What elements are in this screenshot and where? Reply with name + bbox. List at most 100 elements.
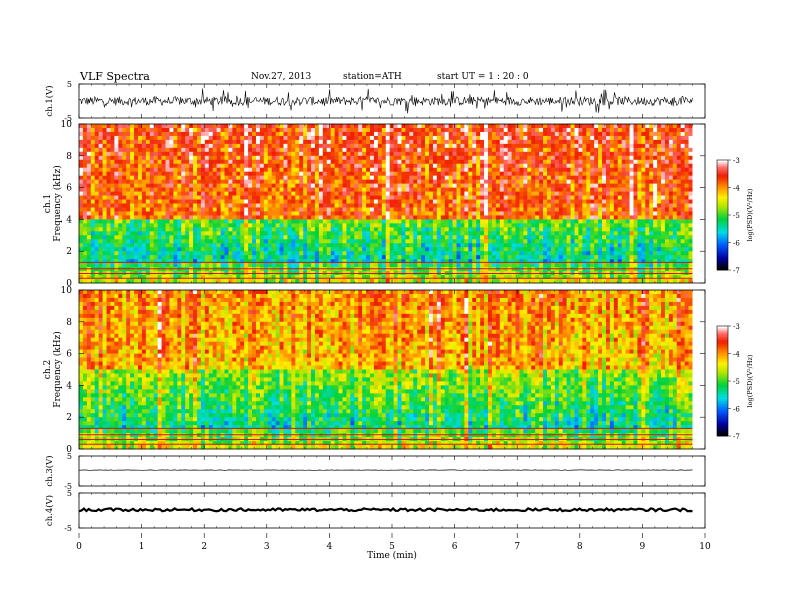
spectrogram-cell <box>204 167 210 172</box>
spectrogram-cell <box>680 207 685 212</box>
spectrogram-cell <box>334 151 339 157</box>
spectrogram-cell <box>228 235 233 240</box>
spectrogram-cell <box>452 155 457 161</box>
spectrogram-cell <box>196 247 202 252</box>
spectrogram-cell <box>259 211 265 216</box>
spectrogram-cell <box>672 171 678 176</box>
spectrogram-cell <box>425 211 430 216</box>
spectrogram-cell <box>487 199 493 204</box>
spectrogram-cell <box>661 187 666 192</box>
spectrogram-cell <box>204 187 210 192</box>
spectrogram-cell <box>94 247 99 252</box>
spectrogram-cell <box>291 183 296 188</box>
spectrogram-cell <box>118 243 123 248</box>
spectrogram-cell <box>318 127 324 133</box>
spectrogram-cell <box>661 243 666 248</box>
spectrogram-cell <box>287 151 292 157</box>
spectrogram-cell <box>523 235 528 240</box>
spectrogram-cell <box>570 124 575 129</box>
spectrogram-cell <box>511 195 516 200</box>
spectrogram-cell <box>118 183 123 188</box>
spectrogram-cell <box>472 199 477 204</box>
spectrogram-cell <box>617 203 622 208</box>
spectrogram-cell <box>586 243 591 248</box>
spectrogram-cell <box>370 143 375 149</box>
spectrogram-cell <box>487 139 493 145</box>
spectrogram-cell <box>145 135 151 141</box>
spectrogram-cell <box>484 243 489 248</box>
spectrogram-cell <box>621 151 626 157</box>
spectrogram-cell <box>543 243 548 248</box>
spectrogram-cell <box>684 155 689 161</box>
spectrogram-cell <box>444 215 449 220</box>
spectrogram-cell <box>625 127 630 133</box>
spectrogram-cell <box>397 124 402 129</box>
spectrogram-cell <box>236 195 241 200</box>
spectrogram-cell <box>511 243 516 248</box>
spectrogram-cell <box>165 175 170 180</box>
spectrogram-cell <box>672 207 678 212</box>
spectrogram-cell <box>362 175 367 180</box>
spectrogram-cell <box>425 163 430 169</box>
spectrogram-cell <box>177 183 182 188</box>
spectrogram-cell <box>531 235 536 240</box>
spectrogram-cell <box>263 155 269 161</box>
spectrogram-cell <box>220 203 225 208</box>
spectrogram-cell <box>185 223 190 228</box>
spectrogram-cell <box>468 187 473 192</box>
spectrogram-cell <box>558 215 563 220</box>
spectrogram-cell <box>487 195 493 200</box>
spectrogram-cell <box>236 235 241 240</box>
spectrogram-cell <box>149 223 155 228</box>
spectrogram-cell <box>594 124 599 129</box>
spectrogram-cell <box>165 223 170 228</box>
spectrogram-cell <box>448 163 453 169</box>
spectrogram-cell <box>664 223 670 228</box>
spectrogram-cell <box>598 191 603 196</box>
spectrogram-cell <box>440 239 446 244</box>
spectrogram-cell <box>401 175 406 180</box>
spectrogram-cell <box>283 195 288 200</box>
spectrogram-cell <box>177 215 182 220</box>
spectrogram-cell <box>590 151 595 157</box>
spectrogram-cell <box>362 147 367 153</box>
spectrogram-cell <box>523 191 528 196</box>
spectrogram-cell <box>271 243 276 248</box>
spectrogram-cell <box>440 147 446 153</box>
spectrogram-cell <box>326 227 331 232</box>
spectrogram-cell <box>417 211 422 216</box>
spectrogram-cell <box>629 159 634 165</box>
spectrogram-cell <box>161 187 166 192</box>
spectrogram-cell <box>625 187 630 192</box>
spectrogram-cell <box>377 199 383 204</box>
spectrogram-cell <box>208 227 213 232</box>
spectrogram-cell <box>621 124 626 129</box>
spectrogram-cell <box>208 219 213 224</box>
spectrogram-cell <box>657 163 662 169</box>
spectrogram-cell <box>362 235 367 240</box>
spectrogram-cell <box>598 231 603 236</box>
spectrogram-cell <box>204 247 210 252</box>
spectrogram-cell <box>566 135 571 141</box>
spectrogram-cell <box>535 183 540 188</box>
spectrogram-cell <box>440 167 446 172</box>
spectrogram-cell <box>503 195 508 200</box>
spectrogram-cell <box>208 175 213 180</box>
spectrogram-cell <box>476 191 481 196</box>
spectrogram-cell <box>82 211 88 216</box>
spectrogram-cell <box>145 223 151 228</box>
spectrogram-cell <box>637 203 642 208</box>
spectrogram-cell <box>602 124 607 129</box>
spectrogram-cell <box>440 187 446 192</box>
spectrogram-cell <box>330 131 335 137</box>
spectrogram-cell <box>550 127 556 133</box>
spectrogram-cell <box>173 147 178 153</box>
spectrogram-cell <box>98 187 103 192</box>
spectrogram-cell <box>283 155 288 161</box>
spectrogram-cell <box>342 147 347 153</box>
spectrogram-cell <box>314 155 320 161</box>
spectrogram-cell <box>629 191 634 196</box>
spectrogram-cell <box>554 171 560 176</box>
spectrogram-cell <box>224 171 229 176</box>
spectrogram-cell <box>413 124 418 129</box>
